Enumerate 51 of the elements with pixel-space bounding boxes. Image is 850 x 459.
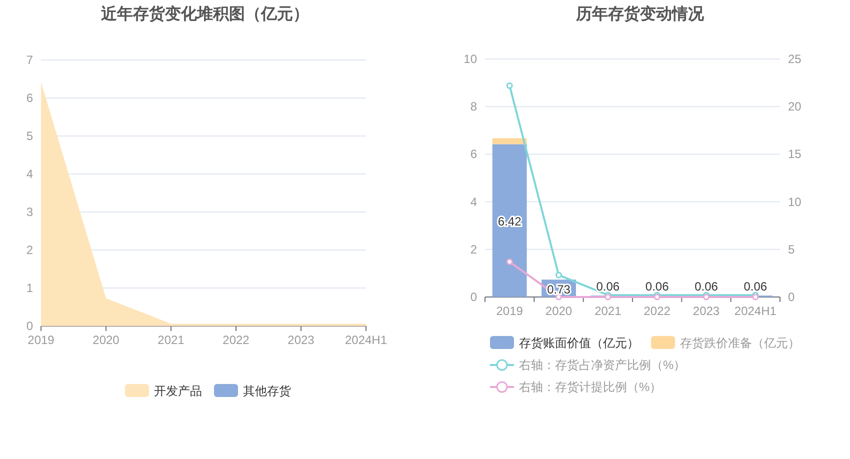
x-tick-label: 2020	[92, 333, 120, 347]
y-tick-label: 2	[470, 242, 478, 256]
x-tick-label: 2023	[288, 333, 315, 347]
y-tick-label: 8	[470, 100, 478, 114]
y-tick-label: 2	[26, 243, 34, 257]
chart-title: 历年存货变动情况	[575, 5, 705, 23]
y-tick-label: 3	[26, 205, 34, 219]
y-tick-label: 7	[26, 53, 34, 67]
bar	[492, 144, 527, 297]
y-tick-label: 5	[26, 129, 34, 143]
x-tick-label: 2022	[644, 304, 671, 318]
data-label: 0.06	[596, 280, 620, 294]
y-tick-label: 10	[464, 52, 478, 66]
data-label: 6.42	[498, 214, 522, 229]
y-tick-label: 6	[470, 147, 478, 162]
x-tick-label: 2024H1	[344, 333, 388, 347]
point	[556, 294, 562, 300]
legend-label: 右轴：存货占净资产比例（%）	[519, 358, 686, 372]
x-tick-label: 2022	[222, 333, 250, 347]
data-label: 0.06	[744, 280, 768, 294]
x-tick-label: 2019	[28, 333, 55, 347]
data-label: 0.06	[645, 280, 670, 294]
y-tick-label: 0	[26, 319, 34, 333]
y-tick-label: 4	[470, 194, 478, 209]
x-tick-label: 2020	[545, 304, 572, 318]
y-tick-label: 4	[26, 167, 34, 181]
y-tick-label: 6	[26, 91, 34, 105]
y-tick-label: 1	[26, 281, 34, 295]
y2-tick-label: 15	[788, 147, 802, 162]
y2-tick-label: 10	[788, 194, 802, 209]
y2-tick-label: 0	[788, 290, 795, 304]
legend-label: 开发产品	[154, 384, 202, 398]
x-tick-label: 2023	[692, 304, 720, 318]
y-tick-label: 0	[470, 290, 478, 304]
y2-tick-label: 25	[788, 52, 802, 66]
legend-label: 右轴：存货计提比例（%）	[519, 380, 662, 394]
x-tick-label: 2019	[496, 304, 524, 318]
point	[506, 82, 513, 89]
point	[506, 258, 513, 266]
data-label: 0.06	[694, 280, 718, 294]
legend-label: 其他存货	[243, 384, 291, 398]
y2-tick-label: 5	[788, 242, 795, 256]
data-label: 0.73	[547, 282, 571, 296]
x-tick-label: 2024H1	[734, 304, 777, 318]
chart-title: 近年存货变化堆积图（亿元）	[100, 5, 309, 23]
legend-label: 存货账面价值（亿元）	[519, 336, 639, 350]
point	[556, 272, 562, 278]
legend-label: 存货跌价准备（亿元）	[680, 336, 800, 350]
x-tick-label: 2021	[158, 333, 185, 347]
x-tick-label: 2021	[594, 304, 622, 318]
y2-tick-label: 20	[788, 100, 802, 114]
